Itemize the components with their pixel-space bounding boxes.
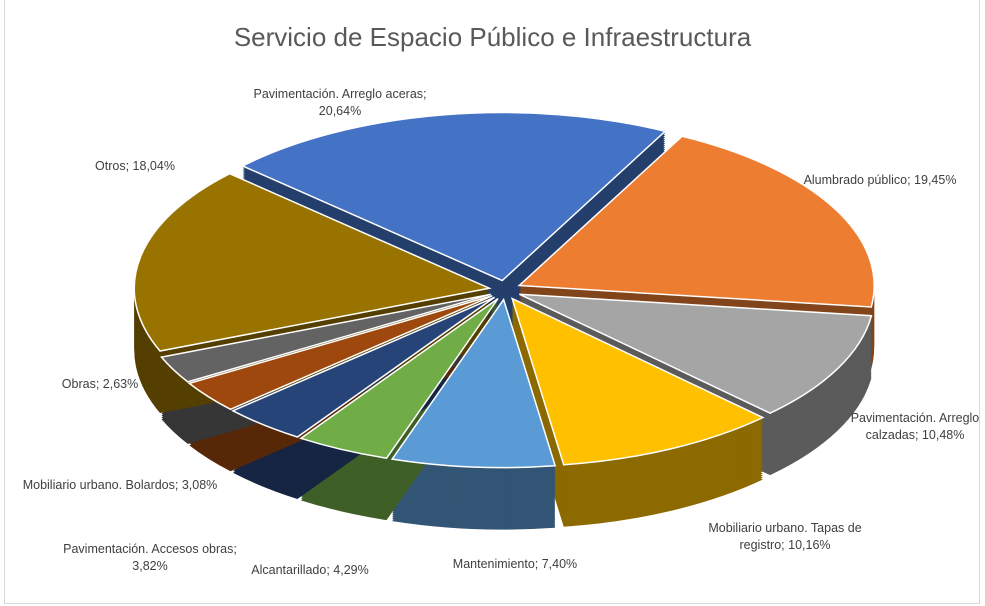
slice — [519, 293, 873, 415]
slice — [510, 297, 765, 466]
slice — [231, 296, 496, 438]
data-label: Mobiliario urbano. Tapas de registro; 10… — [708, 521, 862, 552]
chart-frame — [4, 0, 980, 604]
data-label: Alumbrado público; 19,45% — [803, 173, 957, 187]
data-label: Otros; 18,04% — [95, 159, 175, 173]
slice — [517, 135, 875, 308]
data-label: Pavimentación. Arreglo aceras; 20,64% — [253, 87, 427, 118]
chart-title: Servicio de Espacio Público e Infraestru… — [233, 22, 752, 52]
data-label: Pavimentación. Arreglo calzadas; 10,48% — [850, 411, 980, 442]
slice — [299, 298, 499, 459]
slice — [133, 172, 492, 352]
data-label: Alcantarillado; 4,29% — [251, 563, 369, 577]
data-label: Obras; 2,63% — [61, 377, 139, 391]
data-label: Mobiliario urbano. Bolardos; 3,08% — [22, 478, 218, 492]
data-label: Pavimentación. Accesos obras; 3,82% — [63, 542, 237, 573]
slice — [240, 111, 667, 282]
data-label: Mantenimiento; 7,40% — [452, 557, 578, 571]
slice — [390, 297, 557, 469]
slice — [160, 293, 491, 383]
slice — [187, 295, 493, 411]
